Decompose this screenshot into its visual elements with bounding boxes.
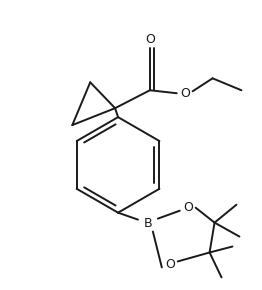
Text: O: O	[165, 258, 175, 271]
Text: O: O	[145, 33, 155, 46]
Text: O: O	[183, 201, 193, 214]
Text: B: B	[144, 217, 152, 230]
Text: O: O	[180, 87, 190, 100]
